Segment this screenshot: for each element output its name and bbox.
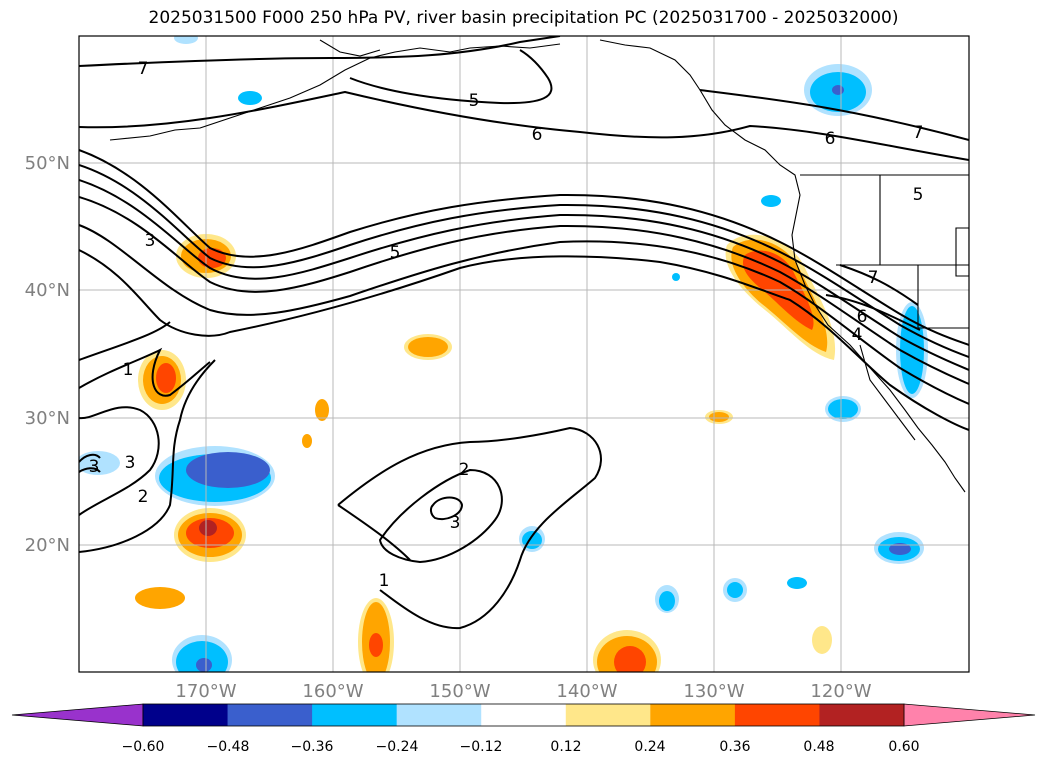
contour-label: 3 <box>450 513 461 533</box>
colorbar-bins <box>143 704 905 726</box>
colorbar-bin <box>819 704 905 726</box>
contour-label: 1 <box>379 571 390 591</box>
coastlines <box>109 39 969 493</box>
colorbar-tick-label: 0.12 <box>550 739 581 755</box>
contour-label: 6 <box>532 125 543 145</box>
contour-label: 7 <box>868 268 879 288</box>
contour-label: 7 <box>138 59 149 79</box>
colorbar-tick-label: 0.60 <box>888 739 919 755</box>
colorbar-frame <box>142 703 905 727</box>
map-frame <box>78 35 970 673</box>
contour-label: 2 <box>459 460 470 480</box>
contour-label: 5 <box>913 185 924 205</box>
contour-label: 5 <box>390 243 401 263</box>
contour-label: 2 <box>138 487 149 507</box>
colorbar-over-arrow <box>903 703 1036 727</box>
map-title: 2025031500 F000 250 hPa PV, river basin … <box>148 8 899 28</box>
lon-tick-label: 140°W <box>556 681 617 702</box>
precip-shading <box>79 36 928 672</box>
lat-tick-labels: 50°N 40°N 30°N 20°N <box>25 153 70 556</box>
contour-label: 3 <box>89 457 100 477</box>
contour-label: 5 <box>469 91 480 111</box>
colorbar-bin <box>143 704 229 726</box>
colorbar-tick-label: 0.36 <box>719 739 750 755</box>
colorbar-bin <box>734 704 820 726</box>
contour-label: 4 <box>852 325 863 345</box>
colorbar-bin <box>565 704 651 726</box>
contour-label: 6 <box>825 129 836 149</box>
colorbar: −0.60 −0.48 −0.36 −0.24 −0.12 0.12 0.24 … <box>11 703 1036 755</box>
colorbar-tick-labels: −0.60 −0.48 −0.36 −0.24 −0.12 0.12 0.24 … <box>122 739 920 755</box>
colorbar-tick-label: −0.24 <box>376 739 419 755</box>
contour-label: 7 <box>913 123 924 143</box>
lat-lon-grid <box>79 36 969 672</box>
colorbar-bin <box>481 704 567 726</box>
colorbar-bin <box>312 704 398 726</box>
contour-label: 3 <box>145 231 156 251</box>
lon-tick-label: 150°W <box>429 681 490 702</box>
contour-label: 1 <box>123 360 134 380</box>
colorbar-tick-label: −0.60 <box>122 739 165 755</box>
contour-label: 6 <box>857 307 868 327</box>
map-plot-area: 7 5 6 6 7 5 3 5 7 6 4 1 2 2 3 1 3 3 <box>79 36 969 672</box>
colorbar-bin <box>396 704 482 726</box>
contour-label: 3 <box>125 453 136 473</box>
lon-tick-label: 170°W <box>175 681 236 702</box>
lon-tick-label: 120°W <box>810 681 871 702</box>
colorbar-tick-label: −0.48 <box>207 739 250 755</box>
colorbar-bin <box>650 704 736 726</box>
colorbar-tick-label: −0.36 <box>291 739 334 755</box>
pv-contours <box>79 36 969 630</box>
colorbar-tick-label: 0.24 <box>634 739 665 755</box>
lon-tick-label: 130°W <box>683 681 744 702</box>
lat-tick-label: 20°N <box>25 535 70 556</box>
colorbar-tick-label: −0.12 <box>460 739 503 755</box>
lat-tick-label: 30°N <box>25 408 70 429</box>
lon-tick-label: 160°W <box>302 681 363 702</box>
contour-labels: 7 5 6 6 7 5 3 5 7 6 4 1 2 2 3 1 3 3 <box>89 59 924 591</box>
lat-tick-label: 50°N <box>25 153 70 174</box>
colorbar-tick-label: 0.48 <box>803 739 834 755</box>
colorbar-bin <box>227 704 313 726</box>
lat-tick-label: 40°N <box>25 280 70 301</box>
colorbar-under-arrow <box>11 703 144 727</box>
lon-tick-labels: 170°W 160°W 150°W 140°W 130°W 120°W <box>175 681 871 702</box>
